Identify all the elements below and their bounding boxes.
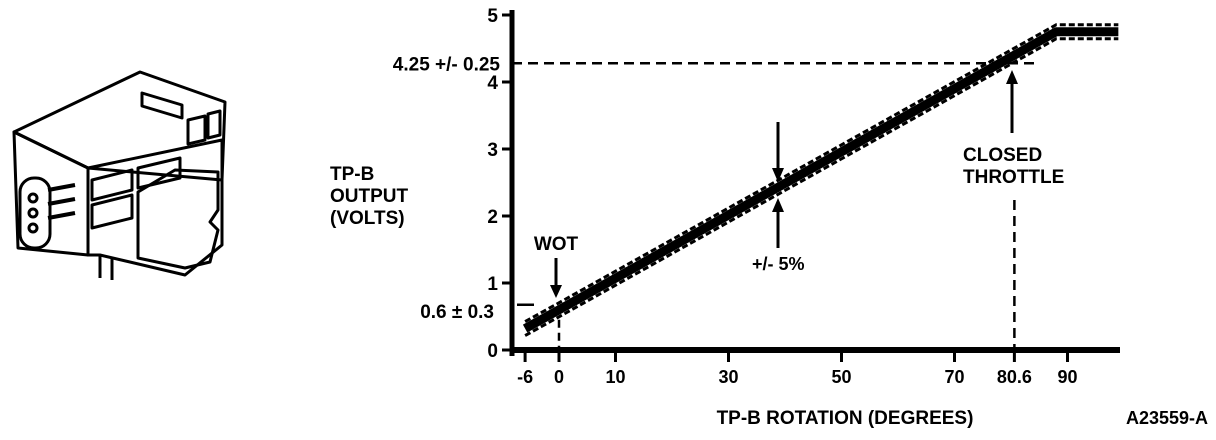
ref-label-low: 0.6 ± 0.3	[420, 302, 494, 323]
y-tick-label: 4	[487, 73, 498, 94]
x-axis-label: TP-B ROTATION (DEGREES)	[717, 408, 974, 429]
reference-lines	[512, 62, 1040, 350]
y-tick-label: 1	[487, 274, 498, 295]
series	[522, 23, 1119, 337]
figure-id: A23559-A	[1126, 408, 1208, 428]
x-tick-label: 10	[605, 367, 625, 387]
wot-arrowhead-icon	[550, 285, 562, 298]
wot-label: WOT	[534, 234, 579, 255]
closed-throttle-label-line1: CLOSED	[963, 145, 1042, 166]
tolerance-lower-bound	[524, 37, 1119, 337]
labels: TP-B ROTATION (DEGREES) TP-BOUTPUT(VOLTS)…	[330, 54, 1208, 429]
tolerance-upper-bound	[524, 23, 1119, 323]
axes: 0 1 2 3 4 5 -6 0 10 30 50 70 80.6 90	[487, 6, 1120, 387]
tolerance-arrowhead-up-icon	[772, 198, 784, 212]
x-tick-label: 90	[1057, 367, 1077, 387]
closed-throttle-arrowhead-icon	[1006, 70, 1018, 84]
x-tick-label: 30	[718, 367, 738, 387]
y-tick-label: 2	[487, 207, 498, 228]
closed-throttle-label-line2: THROTTLE	[963, 167, 1064, 188]
tp-sensor-illustration	[12, 70, 227, 280]
y-tick-label: 0	[487, 341, 498, 362]
x-tick-label: 0	[554, 367, 564, 387]
tolerance-arrowhead-down-icon	[772, 168, 784, 182]
y-tick-label: 3	[487, 140, 498, 161]
y-axis-label-line: (VOLTS)	[330, 208, 405, 229]
x-tick-label: 70	[944, 367, 964, 387]
series-line-nominal	[522, 27, 1119, 333]
y-tick-label: 5	[487, 6, 498, 27]
y-axis-label-line: OUTPUT	[330, 186, 409, 207]
y-axis-label-line: TP-B	[330, 164, 374, 185]
tolerance-label: +/- 5%	[752, 254, 805, 274]
x-tick-label: 50	[831, 367, 851, 387]
x-tick-label: 80.6	[997, 367, 1032, 387]
x-tick-label: -6	[517, 367, 533, 387]
ref-label-high: 4.25 +/- 0.25	[393, 54, 501, 75]
